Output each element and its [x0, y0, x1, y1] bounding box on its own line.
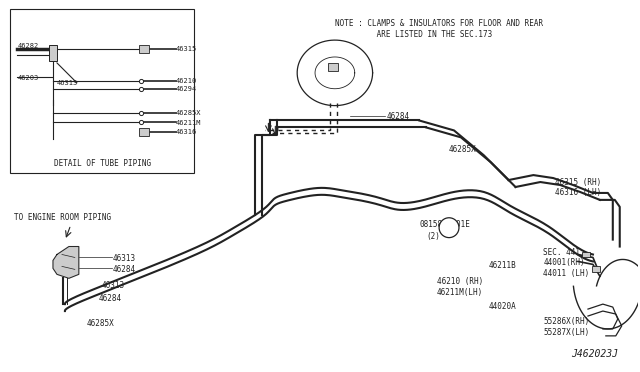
Text: 46211M(LH): 46211M(LH) [437, 288, 483, 297]
Text: 46313: 46313 [57, 80, 78, 86]
Text: J462023J: J462023J [571, 349, 618, 359]
Text: 46285X: 46285X [449, 145, 477, 154]
Text: 46315 (RH): 46315 (RH) [556, 178, 602, 187]
Text: 46211B: 46211B [489, 262, 516, 270]
Text: 46316 (LH): 46316 (LH) [556, 188, 602, 197]
Text: 44001(RH): 44001(RH) [543, 259, 585, 267]
Text: 46313: 46313 [102, 281, 125, 290]
Text: 44011 (LH): 44011 (LH) [543, 269, 589, 278]
Text: B: B [447, 223, 451, 232]
Text: 46313: 46313 [113, 254, 136, 263]
Text: 08158-8301E: 08158-8301E [419, 220, 470, 229]
Text: NOTE : CLAMPS & INSULATORS FOR FLOOR AND REAR: NOTE : CLAMPS & INSULATORS FOR FLOOR AND… [335, 19, 543, 28]
Bar [582, 251, 590, 257]
Bar [140, 128, 149, 137]
Text: 46203: 46203 [17, 75, 38, 81]
Text: 44020A: 44020A [489, 302, 516, 311]
Text: 46211M: 46211M [176, 119, 202, 125]
Bar [592, 266, 600, 272]
Text: DETAIL OF TUBE PIPING: DETAIL OF TUBE PIPING [54, 159, 150, 168]
Text: 46294: 46294 [176, 86, 197, 92]
Text: (2): (2) [426, 232, 440, 241]
Text: 46315: 46315 [176, 46, 197, 52]
Bar [140, 45, 149, 53]
Text: 46285X: 46285X [176, 110, 202, 116]
Text: TO ENGINE ROOM PIPING: TO ENGINE ROOM PIPING [14, 213, 111, 222]
Text: SEC. 441: SEC. 441 [543, 247, 580, 257]
Text: 46284: 46284 [113, 265, 136, 275]
Bar [49, 45, 57, 61]
Text: 46210 (RH): 46210 (RH) [437, 277, 483, 286]
Text: 46282: 46282 [17, 43, 38, 49]
Text: 55286X(RH): 55286X(RH) [543, 317, 589, 326]
Circle shape [439, 218, 459, 238]
Text: 55287X(LH): 55287X(LH) [543, 328, 589, 337]
Text: 46285X: 46285X [87, 319, 115, 328]
Text: 46316: 46316 [176, 129, 197, 135]
Text: 46210: 46210 [176, 78, 197, 84]
Bar [328, 63, 338, 71]
Text: ARE LISTED IN THE SEC.173: ARE LISTED IN THE SEC.173 [335, 30, 492, 39]
Polygon shape [53, 247, 79, 278]
Bar [10, 9, 194, 173]
Text: 46284: 46284 [387, 112, 410, 121]
Text: 46284: 46284 [99, 294, 122, 303]
